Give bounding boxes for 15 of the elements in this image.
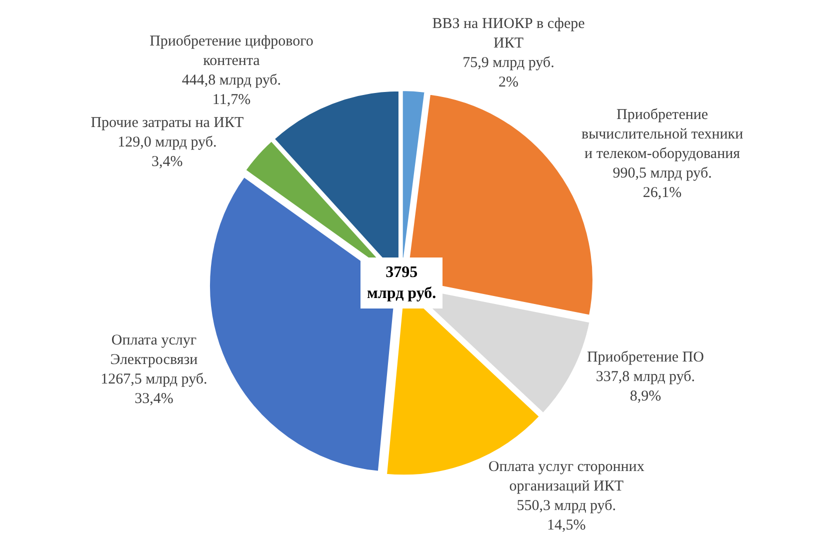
data-label: 75,9 млрд руб. 2% <box>462 55 554 91</box>
slice-label: Приобретение вычислительной техники и телеком-оборудования <box>581 106 744 162</box>
slice-label: Оплата услуг сторонних организаций ИКТ <box>488 458 645 494</box>
slice-label: Прочие затраты на ИКТ <box>90 114 244 131</box>
slice-label: Оплата услуг Электросвязи <box>110 332 198 368</box>
data-label: 129,0 млрд руб. 3,4% <box>118 134 217 170</box>
slice-label: ВВЗ на НИОКР в сфере ИКТ <box>432 16 586 52</box>
data-label: 550,3 млрд руб. 14,5% <box>516 498 616 534</box>
slice-label: Приобретение ПО <box>586 349 704 366</box>
data-label: 444,8 млрд руб. 11,7% <box>182 72 282 108</box>
data-label: 1267,5 млрд руб. 33,4% <box>100 371 208 407</box>
text: 3795 млрд руб. <box>367 264 436 302</box>
slice-label: Приобретение цифрового контента <box>150 33 314 69</box>
data-label: 337,8 млрд руб. 8,9% <box>596 368 696 404</box>
data-label: 990,5 млрд руб. 26,1% <box>612 165 712 201</box>
